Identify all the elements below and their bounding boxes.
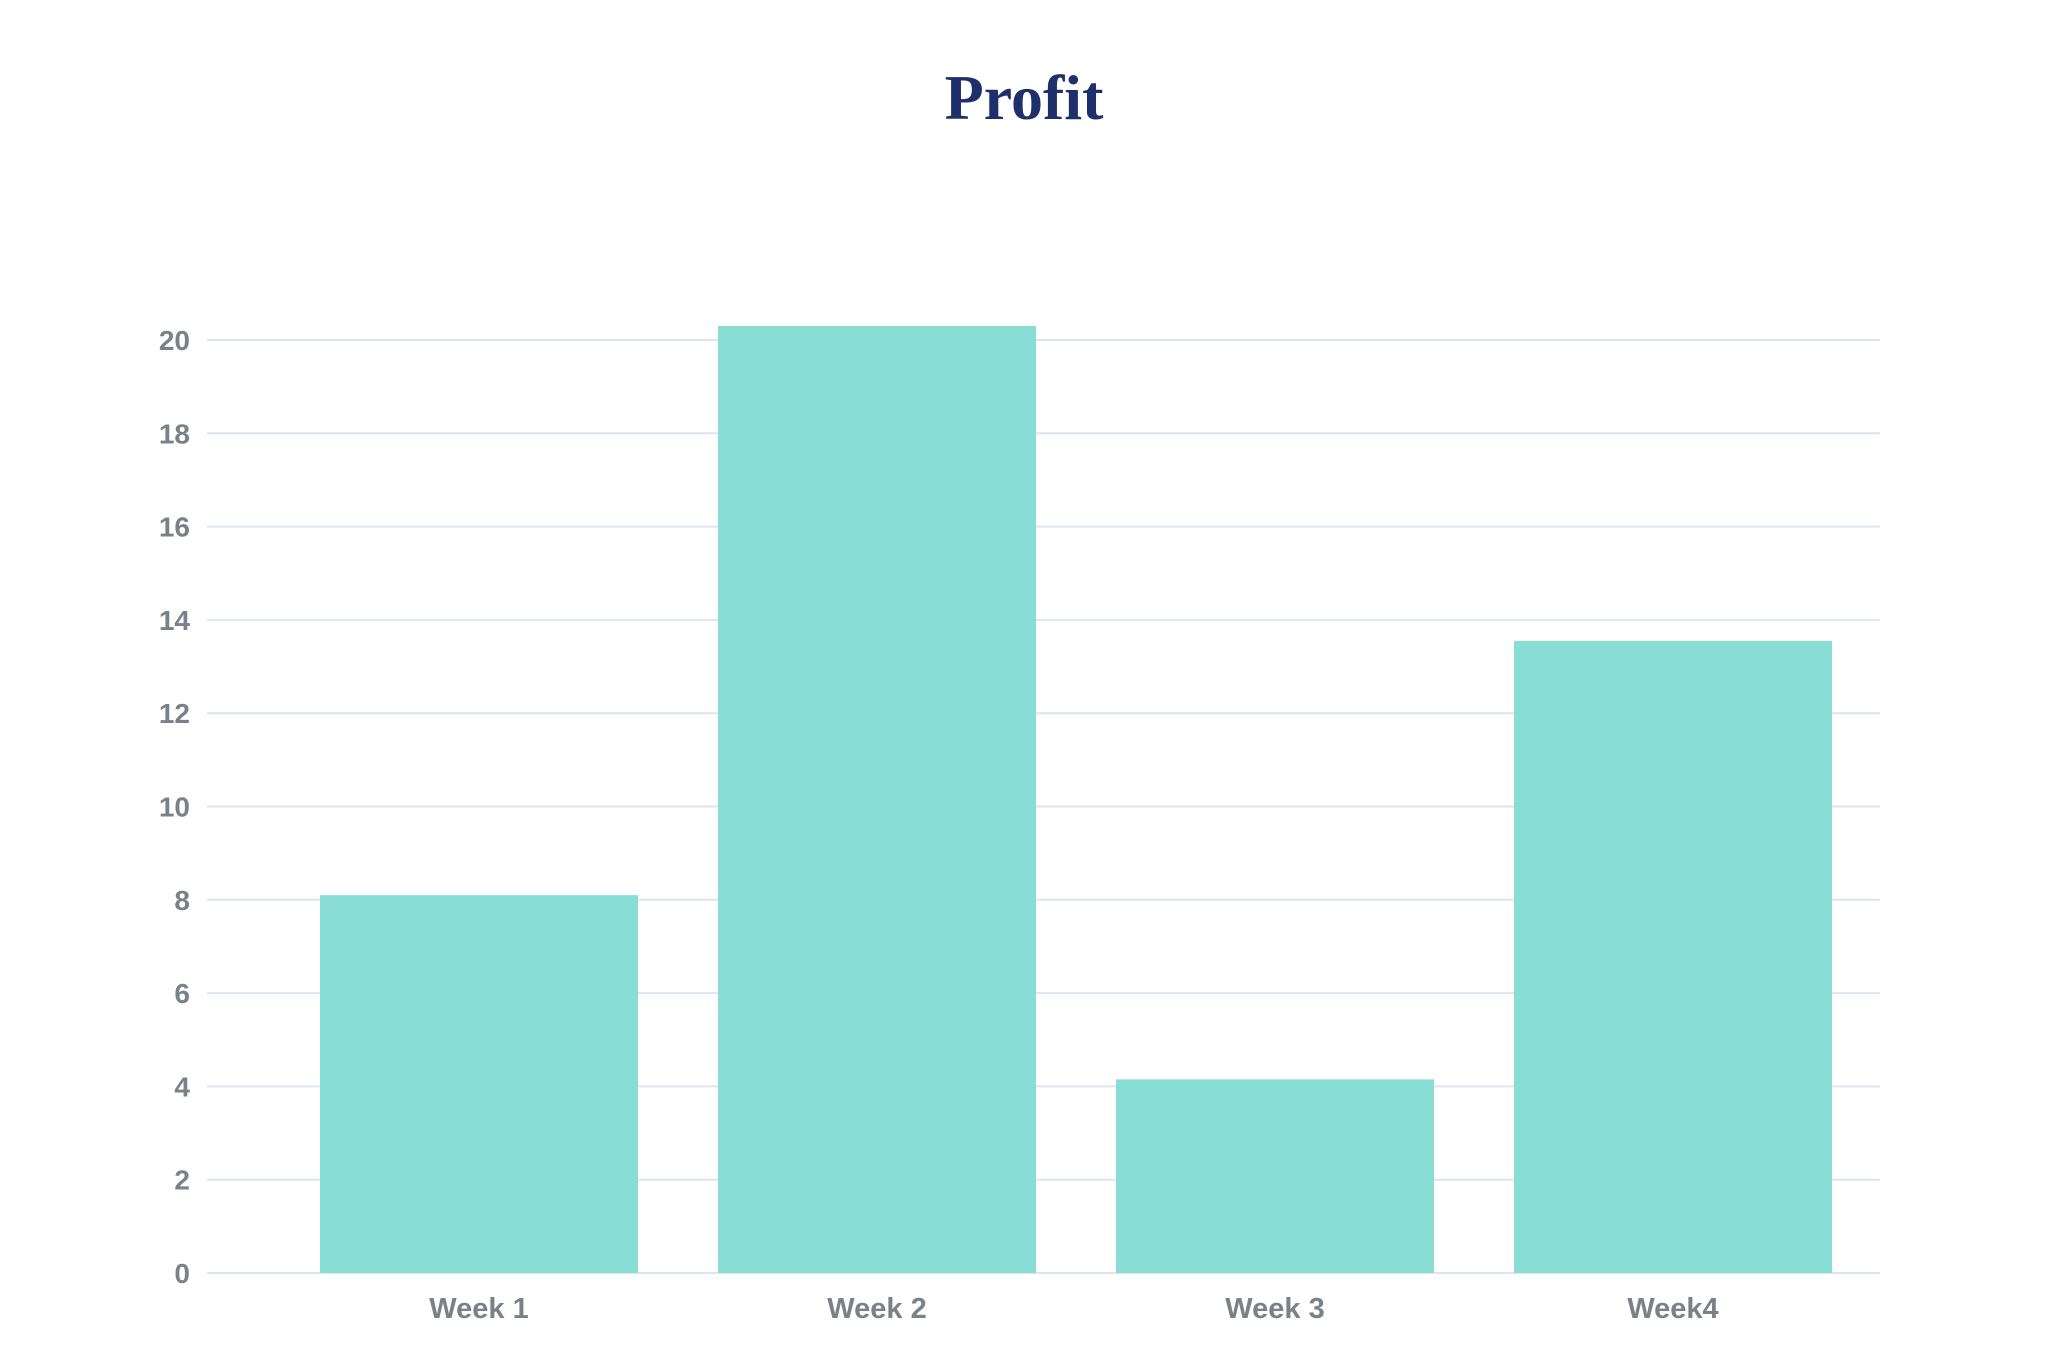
x-category-label: Week4	[1627, 1293, 1718, 1325]
bar-week-1	[320, 895, 638, 1273]
bars	[320, 326, 1832, 1273]
x-axis-category-labels: Week 1 Week 2 Week 3 Week4	[429, 1293, 1718, 1325]
y-tick-label: 2	[174, 1165, 190, 1196]
bar-week4	[1514, 641, 1832, 1273]
y-tick-label: 12	[159, 698, 190, 729]
x-category-label: Week 3	[1225, 1293, 1324, 1325]
y-tick-label: 4	[174, 1071, 190, 1102]
y-tick-label: 20	[159, 325, 190, 356]
y-tick-label: 8	[174, 885, 190, 916]
y-tick-label: 10	[159, 792, 190, 823]
x-category-label: Week 2	[827, 1293, 926, 1325]
bar-week-2	[718, 326, 1036, 1273]
bar-week-3	[1116, 1079, 1434, 1273]
x-category-label: Week 1	[429, 1293, 528, 1325]
y-tick-label: 0	[174, 1258, 190, 1289]
y-tick-label: 18	[159, 418, 190, 449]
y-tick-label: 14	[159, 605, 191, 636]
y-axis-tick-labels: 0 2 4 6 8 10 12 14 16 18 20	[159, 325, 191, 1289]
y-tick-label: 16	[159, 512, 190, 543]
y-tick-label: 6	[174, 978, 190, 1009]
